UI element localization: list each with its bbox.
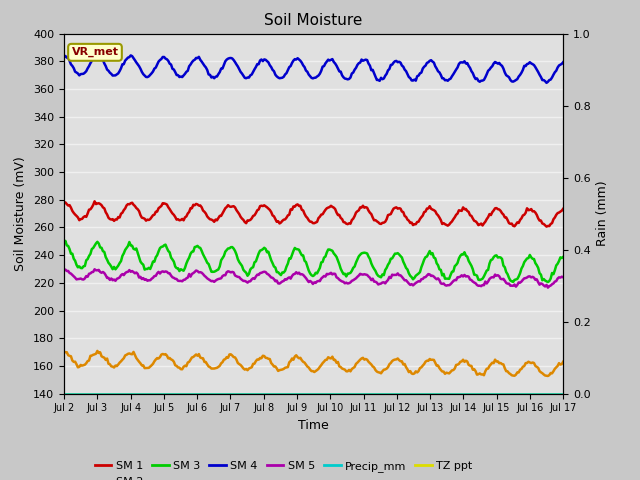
Text: VR_met: VR_met <box>72 47 118 58</box>
Title: Soil Moisture: Soil Moisture <box>264 13 363 28</box>
Legend: SM 1, SM 2, SM 3, SM 4, SM 5, Precip_mm, TZ ppt: SM 1, SM 2, SM 3, SM 4, SM 5, Precip_mm,… <box>90 457 477 480</box>
X-axis label: Time: Time <box>298 419 329 432</box>
Y-axis label: Rain (mm): Rain (mm) <box>596 181 609 246</box>
Y-axis label: Soil Moisture (mV): Soil Moisture (mV) <box>15 156 28 271</box>
